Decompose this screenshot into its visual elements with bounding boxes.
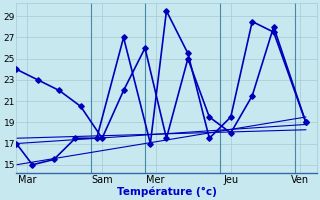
X-axis label: Température (°c): Température (°c) <box>116 186 216 197</box>
